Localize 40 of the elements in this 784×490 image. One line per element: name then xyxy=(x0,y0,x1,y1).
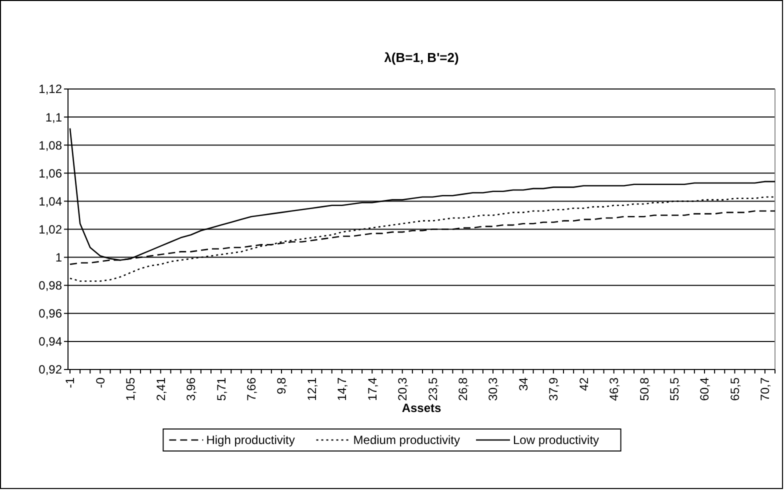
y-tick-label: 1,04 xyxy=(38,194,62,208)
x-tick-label: 42 xyxy=(576,377,591,391)
y-tick-label: 1 xyxy=(55,250,62,264)
x-tick-label: 1,05 xyxy=(124,377,138,401)
y-tick-label: 1,08 xyxy=(38,138,62,152)
y-tick-label: 0,96 xyxy=(38,306,62,321)
x-tick-label: 46,3 xyxy=(607,377,622,401)
x-tick-label: 14,7 xyxy=(335,377,350,401)
x-tick-label: 30,3 xyxy=(486,377,500,401)
x-axis-title: Assets xyxy=(402,401,442,415)
x-tick-label: 65,5 xyxy=(728,377,742,401)
chart-title: λ(B=1, B'=2) xyxy=(384,50,459,65)
legend-label: Medium productivity xyxy=(353,433,460,448)
x-tick-label: 9,8 xyxy=(274,377,289,394)
y-tick-label: 0,92 xyxy=(38,362,62,377)
x-tick-label: 23,5 xyxy=(426,377,440,401)
x-tick-label: 2,41 xyxy=(154,377,168,401)
x-tick-label: 50,8 xyxy=(637,377,652,401)
x-tick-label: 20,3 xyxy=(396,377,410,401)
x-tick-label: 26,8 xyxy=(456,377,470,401)
y-tick-label: 1,12 xyxy=(38,82,62,96)
x-tick-label: 17,4 xyxy=(365,377,380,401)
x-tick-label: 7,66 xyxy=(244,377,258,401)
x-tick-label: 55,5 xyxy=(667,377,682,401)
x-tick-label: 12,1 xyxy=(304,377,319,401)
y-tick-label: 1,06 xyxy=(38,166,62,180)
y-tick-label: 0,98 xyxy=(38,278,62,293)
legend-label: Low productivity xyxy=(513,433,600,448)
x-tick-label: 70,7 xyxy=(758,377,772,401)
x-tick-label: 3,96 xyxy=(184,377,198,401)
x-tick-label: 34 xyxy=(516,377,530,391)
x-tick-label: 37,9 xyxy=(546,377,561,401)
x-tick-label: -1 xyxy=(63,377,78,388)
y-tick-label: 0,94 xyxy=(38,334,62,349)
x-tick-label: 60,4 xyxy=(698,377,712,401)
x-tick-label: 5,71 xyxy=(214,377,228,401)
y-tick-label: 1,02 xyxy=(38,222,62,236)
y-tick-label: 1,1 xyxy=(45,110,62,124)
x-tick-label: -0 xyxy=(93,377,108,388)
legend-label: High productivity xyxy=(206,433,295,448)
